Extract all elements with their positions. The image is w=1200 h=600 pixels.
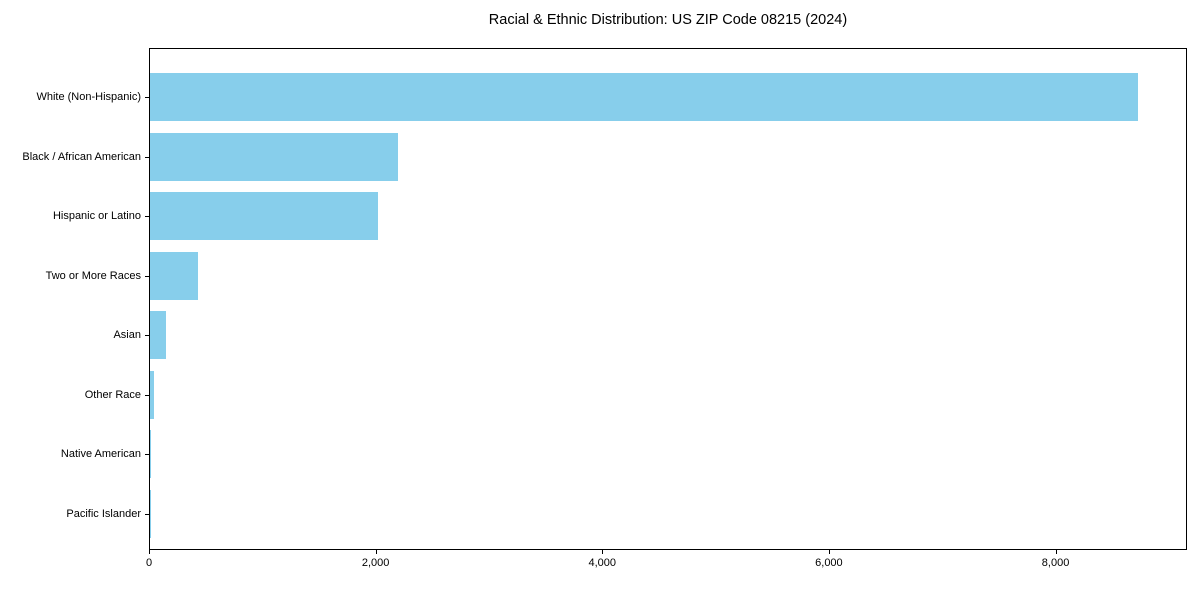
x-axis-tick <box>1055 550 1057 554</box>
bar <box>150 251 198 300</box>
y-axis-tick <box>145 97 149 98</box>
bar <box>150 73 1138 121</box>
category-label: Asian <box>113 329 141 341</box>
category-label: Black / African American <box>22 150 141 163</box>
x-axis-tick <box>375 550 377 554</box>
y-axis-tick <box>145 394 149 396</box>
y-axis-tick <box>145 216 149 217</box>
plot-area <box>149 48 1187 550</box>
x-tick-label: 6,000 <box>815 557 843 569</box>
category-label: White (Non-Hispanic) <box>36 91 141 103</box>
category-label: Native American <box>60 448 141 460</box>
x-tick-label: 0 <box>145 557 153 569</box>
y-axis-tick <box>145 454 149 455</box>
category-label: Hispanic or Latino <box>52 210 141 222</box>
x-tick-label: 4,000 <box>588 557 617 569</box>
category-label: Pacific Islander <box>66 507 141 520</box>
x-tick-label: 8,000 <box>1041 557 1070 569</box>
chart-title: Racial & Ethnic Distribution: US ZIP Cod… <box>488 12 848 28</box>
x-axis-tick <box>149 550 150 554</box>
y-axis-tick <box>145 275 149 277</box>
x-axis-tick <box>602 550 604 554</box>
bar <box>150 311 166 359</box>
bar <box>150 192 378 240</box>
bar <box>150 430 152 478</box>
y-axis-tick <box>145 156 149 158</box>
x-axis-tick <box>828 550 830 554</box>
y-axis-tick <box>145 513 149 515</box>
bar <box>150 132 398 181</box>
bar <box>150 370 154 419</box>
y-axis-tick <box>145 335 149 336</box>
category-label: Two or More Races <box>45 269 141 282</box>
x-tick-label: 2,000 <box>361 557 390 569</box>
category-label: Other Race <box>84 388 141 401</box>
